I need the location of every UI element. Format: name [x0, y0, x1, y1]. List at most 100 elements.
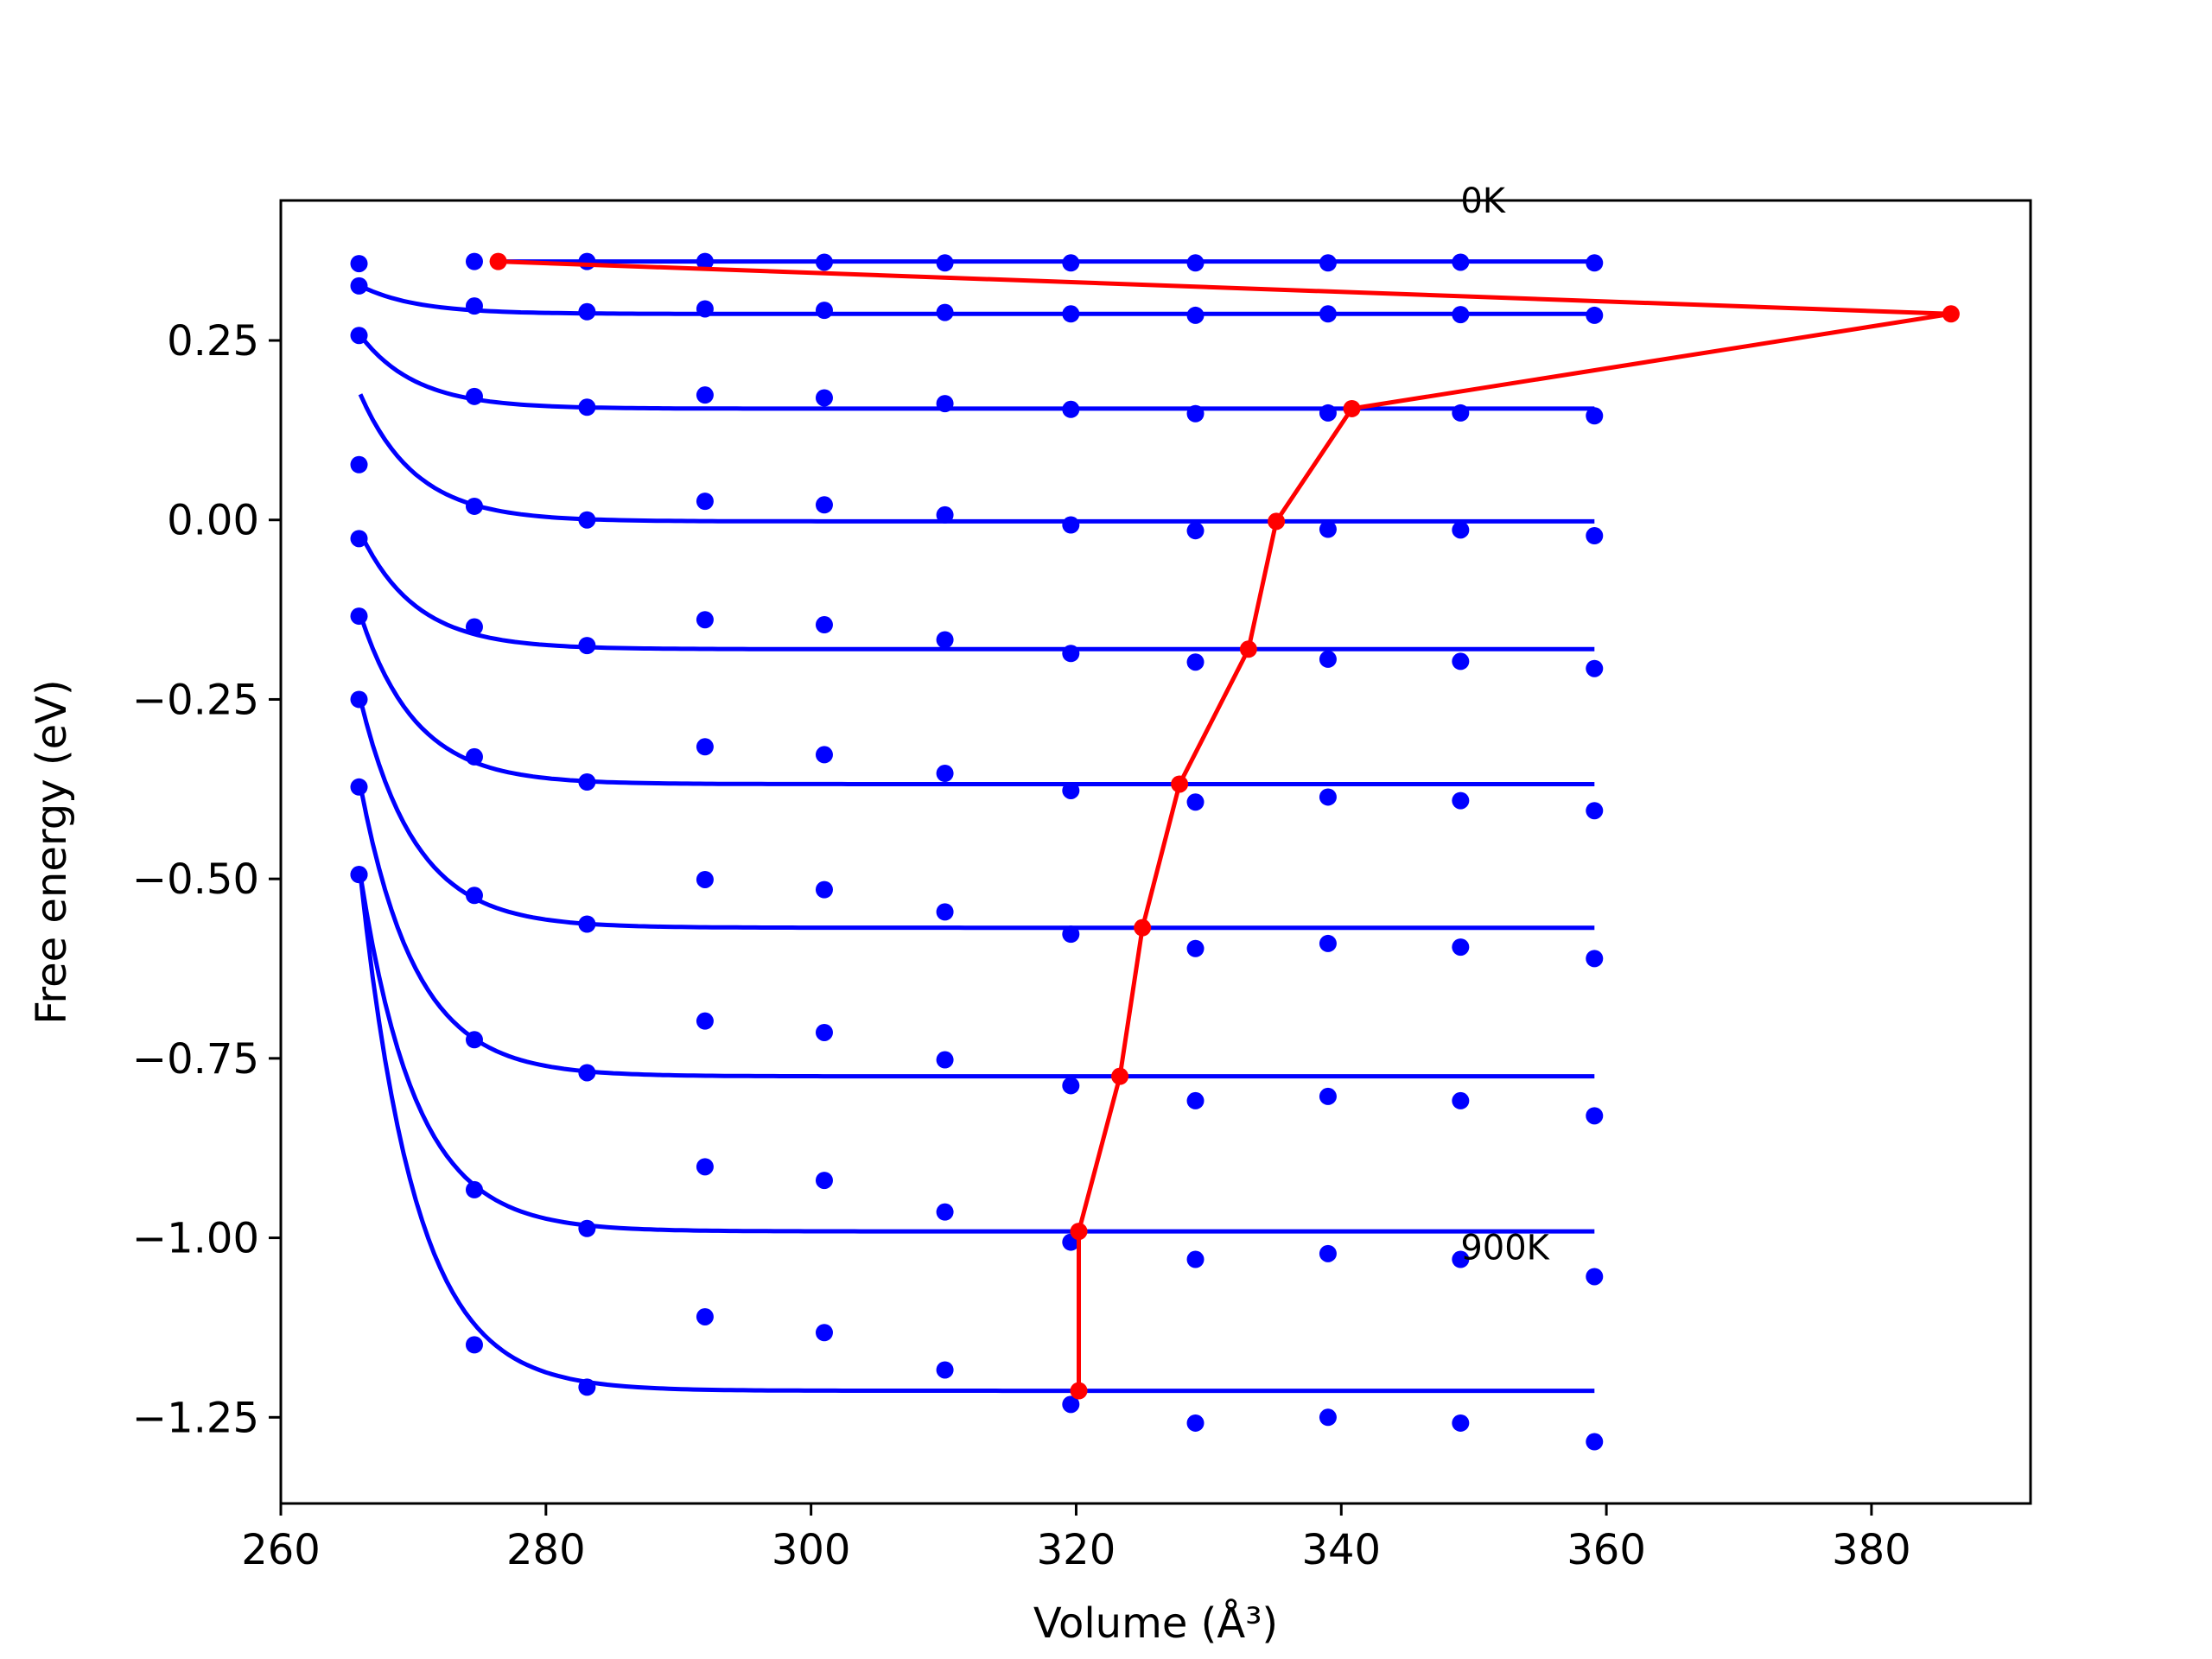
- data-point: [350, 690, 368, 709]
- data-point: [1186, 939, 1205, 957]
- data-point: [1319, 305, 1337, 323]
- data-point: [465, 747, 483, 766]
- data-point: [1319, 1087, 1337, 1105]
- data-point: [936, 254, 954, 272]
- data-point: [350, 255, 368, 273]
- data-point: [696, 300, 714, 318]
- data-point: [696, 386, 714, 404]
- data-points: [350, 252, 1604, 1451]
- data-point: [350, 607, 368, 626]
- data-point: [1062, 254, 1080, 272]
- y-axis-ticks: 0.25 0.00 −0.25 −0.50 −0.75 −1.00 −1.25: [132, 317, 281, 1442]
- data-point: [465, 1336, 483, 1354]
- data-point: [936, 765, 954, 783]
- data-point: [696, 1012, 714, 1030]
- data-point: [815, 1324, 833, 1342]
- y-tick-label: −1.25: [132, 1394, 259, 1442]
- data-point: [696, 738, 714, 756]
- data-point: [936, 1361, 954, 1379]
- y-tick-label: −0.75: [132, 1035, 259, 1084]
- equilibrium-point: [1268, 512, 1286, 531]
- data-point: [1586, 527, 1604, 545]
- plot-frame: [279, 199, 2032, 1505]
- equilibrium-point: [1239, 640, 1257, 658]
- data-point: [465, 387, 483, 405]
- data-point: [1452, 652, 1470, 671]
- data-point: [815, 746, 833, 764]
- data-point: [815, 389, 833, 407]
- data-point: [1062, 516, 1080, 534]
- data-point: [1186, 1250, 1205, 1268]
- data-point: [1586, 407, 1604, 425]
- data-point: [1452, 1091, 1470, 1109]
- data-point: [1452, 1414, 1470, 1432]
- data-point: [1062, 925, 1080, 944]
- data-point: [696, 493, 714, 511]
- data-point: [578, 398, 596, 416]
- data-point: [578, 915, 596, 933]
- data-point: [936, 1051, 954, 1069]
- fit-curve: [358, 785, 1595, 1079]
- data-point: [696, 611, 714, 629]
- data-point: [350, 866, 368, 884]
- data-point: [465, 1180, 483, 1198]
- data-point: [1452, 404, 1470, 422]
- equilibrium-point: [489, 252, 507, 270]
- data-point: [815, 880, 833, 899]
- fit-curve: [359, 283, 1595, 316]
- data-point: [1319, 404, 1337, 422]
- x-tick-label: 260: [241, 1526, 321, 1574]
- data-point: [696, 1307, 714, 1325]
- data-point: [936, 1203, 954, 1221]
- data-point: [1186, 653, 1205, 671]
- data-point: [1586, 306, 1604, 324]
- data-point: [350, 276, 368, 295]
- data-point: [465, 252, 483, 270]
- equilibrium-point: [1070, 1382, 1088, 1400]
- data-point: [815, 496, 833, 514]
- y-tick-label: −0.50: [132, 855, 259, 904]
- data-point: [815, 1023, 833, 1041]
- data-point: [1319, 1408, 1337, 1427]
- x-tick-label: 320: [1037, 1526, 1116, 1574]
- data-point: [1186, 404, 1205, 423]
- data-point: [1186, 1091, 1205, 1109]
- data-point: [815, 302, 833, 320]
- fit-curves: [358, 259, 1595, 1394]
- equilibrium-point: [1070, 1223, 1088, 1241]
- data-point: [1452, 521, 1470, 539]
- data-point: [1186, 306, 1205, 324]
- x-axis-ticks: 260 280 300 320 340 360 380: [241, 1503, 1911, 1574]
- data-point: [578, 637, 596, 655]
- data-point: [465, 618, 483, 636]
- data-point: [350, 530, 368, 548]
- data-point: [815, 1172, 833, 1190]
- data-point: [1186, 1414, 1205, 1432]
- data-point: [1319, 254, 1337, 272]
- data-point: [1062, 1395, 1080, 1414]
- data-point: [578, 772, 596, 791]
- data-point: [1186, 793, 1205, 811]
- data-point: [1186, 522, 1205, 540]
- data-point: [578, 252, 596, 270]
- data-point: [350, 327, 368, 345]
- data-point: [578, 1219, 596, 1237]
- y-axis-label: Free energy (eV): [28, 679, 76, 1024]
- data-point: [936, 903, 954, 921]
- x-tick-label: 360: [1567, 1526, 1646, 1574]
- y-tick-label: 0.00: [167, 497, 259, 545]
- data-point: [936, 631, 954, 649]
- data-point: [350, 778, 368, 796]
- data-point: [1586, 659, 1604, 677]
- x-tick-label: 300: [772, 1526, 851, 1574]
- data-point: [696, 1158, 714, 1176]
- equilibrium-point: [1134, 918, 1152, 937]
- x-tick-label: 380: [1832, 1526, 1911, 1574]
- data-point: [815, 253, 833, 271]
- equilibrium-point: [1343, 399, 1361, 417]
- data-point: [1452, 938, 1470, 957]
- fit-curve: [358, 531, 1595, 652]
- data-point: [1319, 788, 1337, 806]
- fit-curve: [358, 393, 1595, 524]
